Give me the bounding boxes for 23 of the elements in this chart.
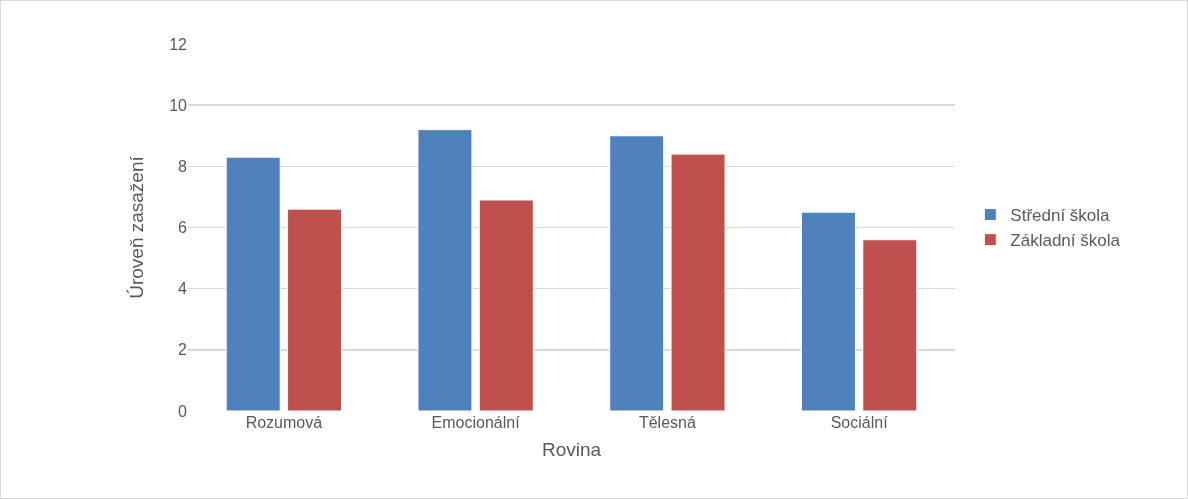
y-tick-label: 12 — [169, 35, 188, 53]
bar — [225, 156, 281, 411]
x-tick-label: Sociální — [830, 414, 889, 431]
bar — [800, 211, 856, 411]
bar — [417, 129, 473, 411]
y-tick-label: 6 — [178, 219, 188, 237]
y-tick-label: 4 — [178, 280, 188, 298]
bar — [862, 239, 918, 411]
bar — [609, 135, 665, 411]
y-tick-label: 2 — [178, 341, 188, 359]
x-axis-title: Rovina — [541, 438, 602, 460]
y-axis-title: Úroveň zasažení — [126, 155, 148, 299]
x-tick-label: Tělesná — [638, 414, 696, 431]
bar — [670, 153, 726, 411]
y-tick-label: 8 — [178, 157, 188, 175]
y-tick-label: 0 — [178, 402, 188, 420]
x-tick-label: Rozumová — [245, 414, 323, 431]
bar — [287, 208, 343, 411]
bar — [478, 199, 534, 411]
legend-label: Střední škola — [1010, 206, 1111, 226]
legend-label: Základní škola — [1010, 231, 1121, 251]
y-tick-label: 10 — [169, 96, 188, 114]
x-tick-label: Emocionální — [431, 414, 521, 431]
